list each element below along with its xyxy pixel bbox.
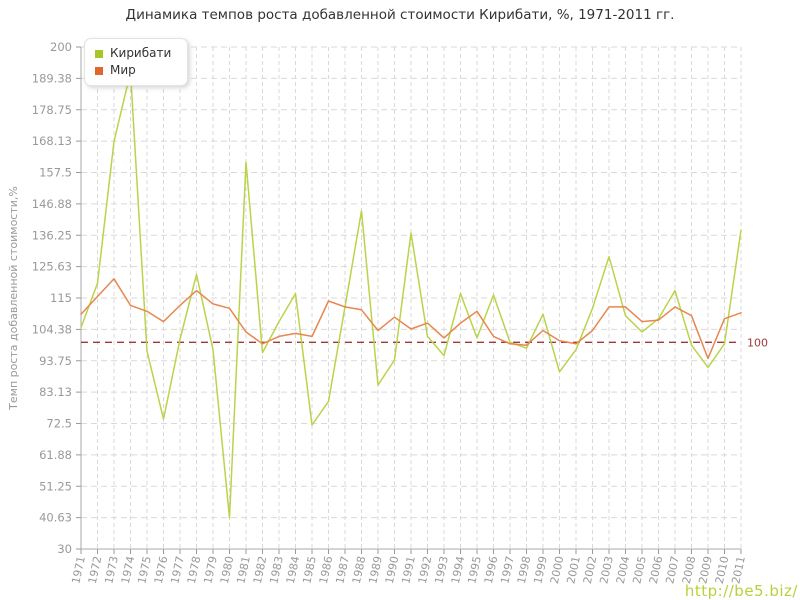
x-tick-label: 1988 — [350, 555, 369, 585]
legend-item-mir[interactable]: Мир — [95, 62, 171, 79]
y-tick-label: 178.75 — [32, 103, 72, 117]
x-tick-label: 2010 — [713, 555, 732, 585]
x-tick-label: 1999 — [531, 555, 550, 585]
y-tick-label: 200 — [50, 40, 72, 54]
watermark-link[interactable]: http://be5.biz/ — [684, 582, 798, 600]
chart-title: Динамика темпов роста добавленной стоимо… — [125, 7, 675, 23]
y-tick-label: 93.75 — [39, 354, 72, 368]
x-tick-label: 1981 — [234, 555, 253, 585]
x-tick-label: 1977 — [168, 555, 187, 585]
x-tick-label: 1983 — [267, 555, 286, 585]
x-tick-label: 2005 — [630, 555, 649, 585]
x-tick-label: 1971 — [69, 555, 88, 585]
x-tick-label: 2000 — [548, 555, 567, 585]
x-tick-label: 1991 — [399, 555, 418, 585]
x-tick-label: 1997 — [498, 555, 517, 585]
x-tick-label: 1974 — [119, 555, 138, 585]
legend: Кирибати Мир — [84, 38, 189, 86]
y-tick-label: 51.25 — [39, 479, 72, 493]
reference-line-label: 100 — [747, 336, 768, 349]
y-tick-label: 115 — [50, 291, 72, 305]
x-tick-label: 1980 — [218, 555, 237, 585]
y-tick-label: 168.13 — [32, 134, 72, 148]
x-tick-label: 1973 — [102, 555, 121, 585]
x-tick-label: 1982 — [251, 555, 270, 585]
x-tick-label: 1987 — [333, 555, 352, 585]
x-tick-label: 1993 — [432, 555, 451, 585]
x-tick-label: 2002 — [581, 555, 600, 585]
x-tick-label: 1972 — [86, 555, 105, 585]
y-tick-label: 72.5 — [46, 417, 72, 431]
legend-label: Мир — [110, 63, 136, 77]
y-tick-label: 104.38 — [32, 322, 72, 336]
y-tick-label: 83.13 — [39, 385, 72, 399]
x-tick-label: 2011 — [729, 555, 748, 585]
x-tick-label: 1995 — [465, 555, 484, 585]
x-tick-label: 2007 — [663, 555, 682, 585]
x-tick-label: 2001 — [564, 555, 583, 585]
x-tick-label: 1979 — [201, 555, 220, 585]
x-tick-label: 2008 — [680, 555, 699, 585]
x-tick-label: 2006 — [647, 555, 666, 585]
mir-series-line — [80, 278, 742, 360]
x-tick-label: 1998 — [515, 555, 534, 585]
legend-marker-icon — [95, 66, 103, 75]
x-tick-label: 1978 — [185, 555, 204, 585]
x-tick-label: 1996 — [482, 555, 501, 585]
y-tick-label: 40.63 — [39, 511, 72, 525]
y-tick-label: 136.25 — [32, 228, 72, 242]
x-tick-label: 1994 — [449, 555, 468, 585]
x-tick-label: 1984 — [284, 555, 303, 585]
x-tick-label: 1976 — [152, 555, 171, 585]
y-tick-label: 125.63 — [32, 260, 72, 274]
x-tick-label: 2009 — [696, 555, 715, 585]
x-tick-label: 2003 — [597, 555, 616, 585]
x-tick-label: 1992 — [416, 555, 435, 585]
legend-label: Кирибати — [110, 46, 172, 60]
y-tick-label: 189.38 — [32, 71, 72, 85]
x-tick-label: 1986 — [317, 555, 336, 585]
y-tick-label: 61.88 — [39, 448, 72, 462]
x-tick-label: 1975 — [135, 555, 154, 585]
y-tick-label: 157.5 — [39, 166, 72, 180]
legend-marker-icon — [95, 49, 103, 58]
y-tick-label: 146.88 — [32, 197, 72, 211]
y-axis-title: Темп роста добавленной стоимости,% — [7, 186, 20, 411]
legend-item-kiribati[interactable]: Кирибати — [95, 45, 171, 62]
x-tick-label: 1990 — [383, 555, 402, 585]
x-tick-label: 1985 — [300, 555, 319, 585]
x-tick-label: 2004 — [614, 555, 633, 585]
x-tick-label: 1989 — [366, 555, 385, 585]
y-tick-label: 30 — [57, 542, 72, 556]
